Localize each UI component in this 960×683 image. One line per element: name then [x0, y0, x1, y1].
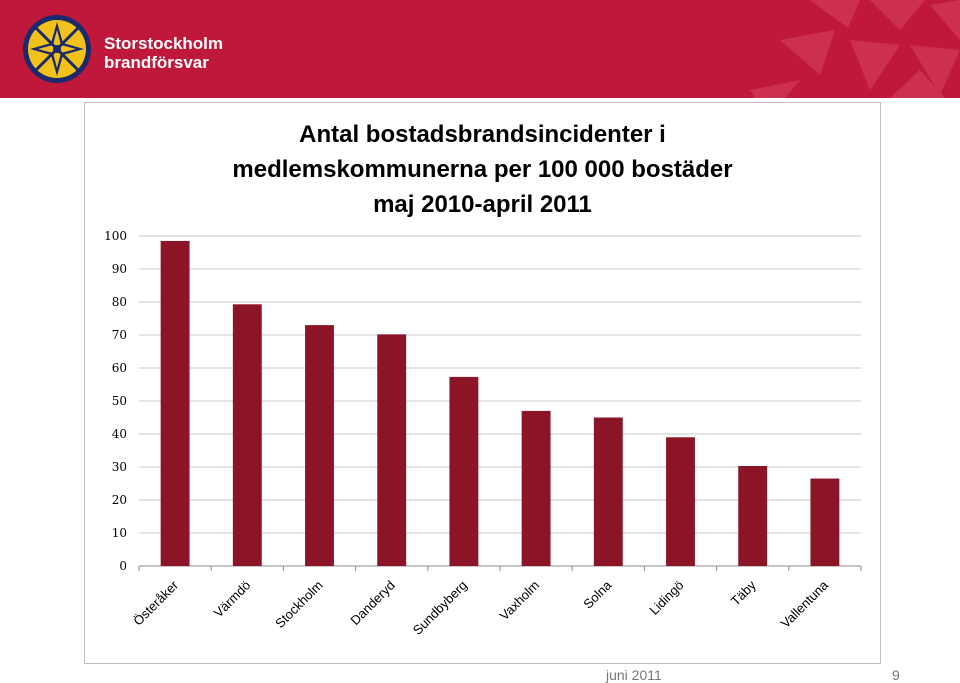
- decorative-star-pattern-icon: [750, 0, 960, 98]
- x-tick-label: Solna: [580, 577, 615, 612]
- page-number: 9: [892, 667, 900, 683]
- header-banner: Storstockholm brandförsvar: [0, 0, 960, 98]
- footer-date: juni 2011: [606, 667, 662, 683]
- brand-line-2: brandförsvar: [104, 53, 209, 72]
- bar: [449, 376, 479, 566]
- y-tick-label: 50: [112, 394, 127, 408]
- y-tick-label: 10: [112, 526, 127, 540]
- x-tick-label: Danderyd: [347, 578, 397, 628]
- y-tick-label: 100: [104, 229, 127, 243]
- x-tick-label: Lidingö: [646, 578, 686, 618]
- bar: [810, 478, 840, 566]
- y-tick-label: 0: [119, 559, 127, 573]
- bar: [666, 437, 695, 566]
- bar: [377, 334, 407, 566]
- x-tick-label: Vaxholm: [497, 578, 543, 624]
- x-tick-label: Vallentuna: [778, 577, 832, 631]
- bar: [521, 410, 551, 566]
- y-tick-label: 40: [112, 427, 127, 441]
- star-compass-logo-icon: [23, 15, 91, 83]
- brand-name: Storstockholm brandförsvar: [104, 34, 223, 72]
- bar: [232, 304, 262, 566]
- y-tick-label: 20: [112, 493, 127, 507]
- y-tick-label: 70: [112, 328, 127, 342]
- y-tick-label: 60: [112, 361, 127, 375]
- y-tick-label: 90: [112, 262, 127, 276]
- chart-title: Antal bostadsbrandsincidenter i medlemsk…: [232, 121, 733, 218]
- x-tick-label: Stockholm: [272, 578, 326, 632]
- bar: [593, 417, 623, 566]
- chart-frame: Antal bostadsbrandsincidenter i medlemsk…: [84, 102, 881, 664]
- y-tick-label: 30: [112, 460, 127, 474]
- x-tick-label: Österåker: [130, 577, 181, 628]
- y-tick-label: 80: [112, 295, 127, 309]
- x-tick-label: Värmdö: [211, 578, 254, 621]
- x-tick-label: Täby: [728, 577, 759, 608]
- bar: [738, 466, 768, 566]
- x-tick-label: Sundbyberg: [410, 578, 470, 638]
- bar: [305, 325, 334, 566]
- bar-chart: 0 10 20 30 40 50 60 70 80 90 100 Österåker Värmdö Sto…: [104, 229, 862, 638]
- bar: [160, 240, 190, 566]
- brand-line-1: Storstockholm: [104, 34, 224, 53]
